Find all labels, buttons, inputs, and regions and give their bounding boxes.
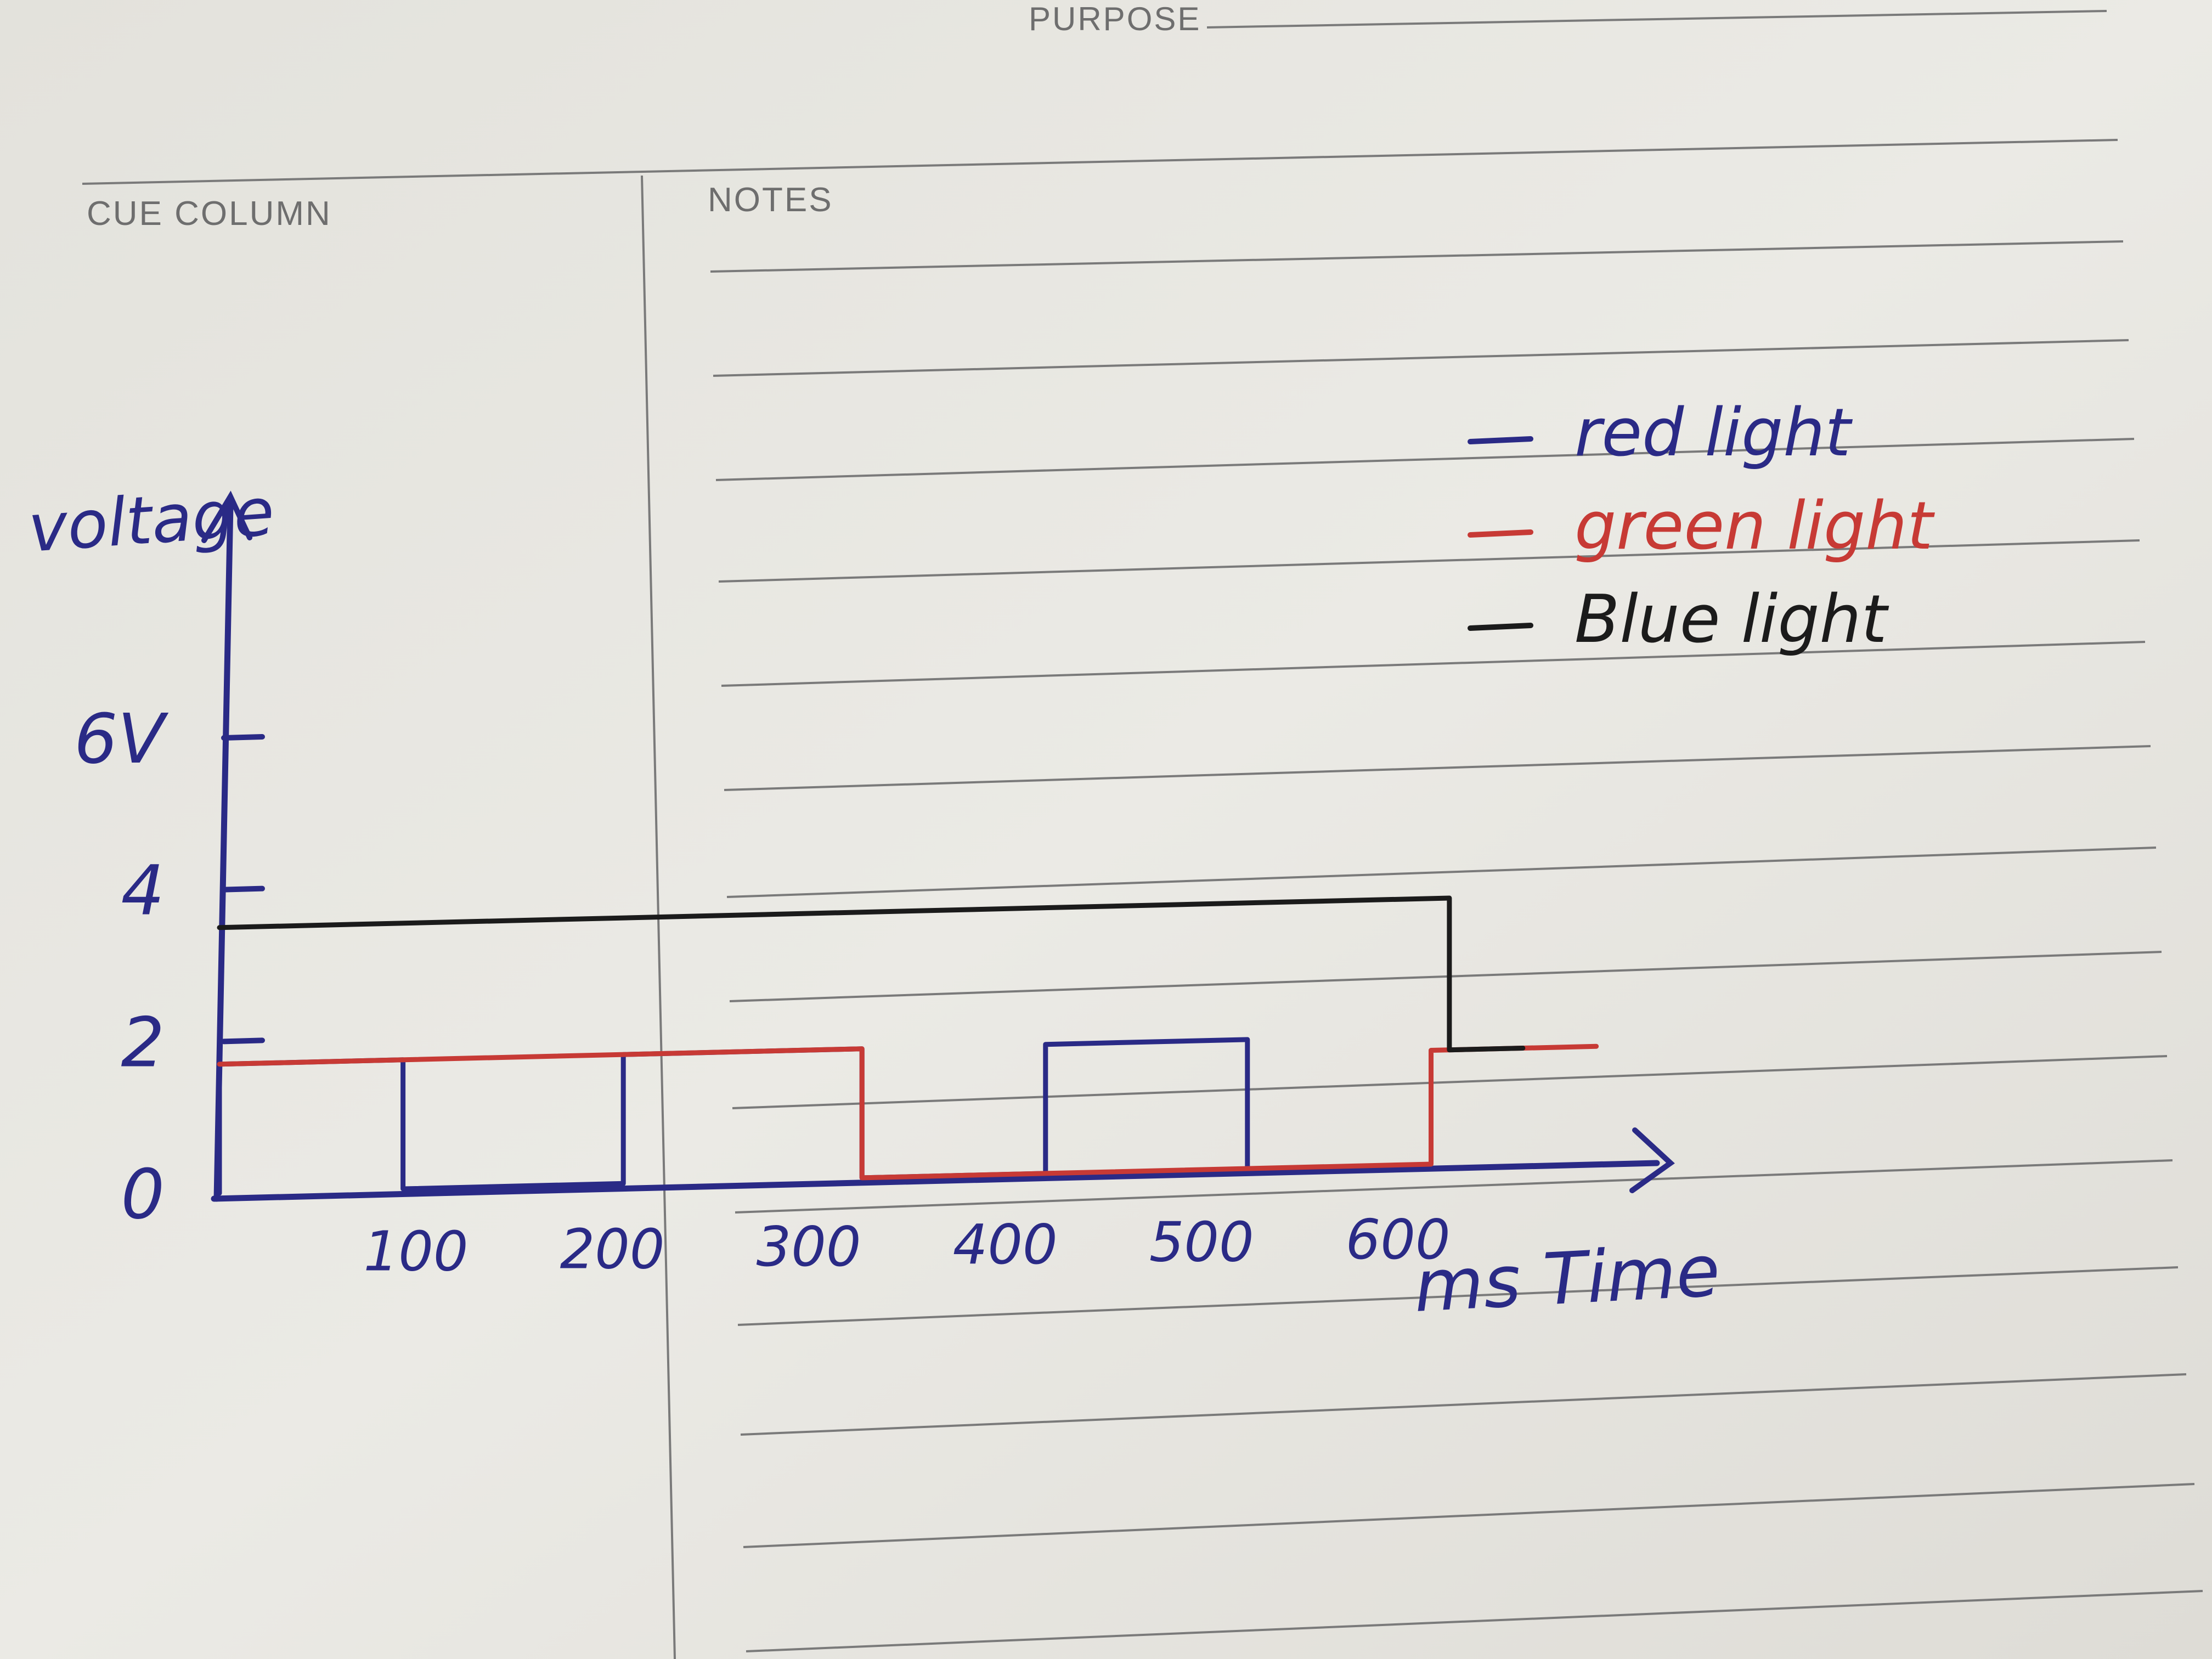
ruled-line xyxy=(740,1373,2187,1436)
ruled-line xyxy=(729,951,2162,1002)
x-axis xyxy=(211,1160,1660,1202)
notes-label: NOTES xyxy=(708,181,833,219)
legend-swatch xyxy=(1468,529,1533,538)
legend-label: red light xyxy=(1575,395,1853,471)
x-tick-label: 500 xyxy=(1149,1210,1254,1274)
legend-swatch xyxy=(1468,623,1533,631)
cue-column-label: CUE COLUMN xyxy=(87,195,332,233)
legend-label: Blue light xyxy=(1575,582,1889,658)
ruled-line xyxy=(726,847,2157,898)
ruled-line xyxy=(724,745,2151,791)
ruled-line xyxy=(732,1055,2168,1109)
x-axis-arrowhead xyxy=(1629,1127,1675,1193)
purpose-label: PURPOSE xyxy=(1029,1,1201,37)
ruled-line xyxy=(713,339,2129,377)
x-axis-label: ms Time xyxy=(1412,1229,1722,1328)
ruled-line xyxy=(743,1483,2195,1548)
x-tick-label: 400 xyxy=(953,1212,1058,1277)
x-tick-label: 300 xyxy=(757,1215,861,1279)
ruled-line xyxy=(710,240,2124,273)
ruled-line xyxy=(737,1266,2179,1326)
legend-label: green light xyxy=(1575,488,1935,565)
y-axis-arrowhead xyxy=(201,490,252,543)
ruled-line xyxy=(715,438,2135,481)
x-tick-label: 200 xyxy=(560,1217,665,1281)
ruled-line xyxy=(746,1590,2203,1652)
y-axis-label: voltage xyxy=(26,474,276,567)
y-tick-label: 6V xyxy=(74,699,169,779)
header-rule xyxy=(82,139,2118,185)
x-tick-label: 100 xyxy=(364,1220,469,1284)
x-tick-label: 600 xyxy=(1346,1207,1451,1272)
ruled-line xyxy=(718,539,2140,583)
voltage-timing-chart: voltage ms Time 0 2 4 6V 100 200 300 400 500 600… xyxy=(26,395,1935,1328)
series-line-blue-light xyxy=(217,895,1526,1053)
legend-swatch xyxy=(1468,436,1533,444)
y-tick-label: 2 xyxy=(121,1003,165,1082)
ruled-line xyxy=(721,641,2146,687)
purpose-rule xyxy=(1206,10,2107,29)
y-tick-mark xyxy=(221,734,265,741)
ruled-line xyxy=(735,1159,2173,1214)
y-tick-mark xyxy=(221,885,265,893)
y-tick-label: 4 xyxy=(121,851,165,931)
y-tick-label: 0 xyxy=(121,1155,165,1234)
y-tick-mark xyxy=(221,1037,265,1045)
